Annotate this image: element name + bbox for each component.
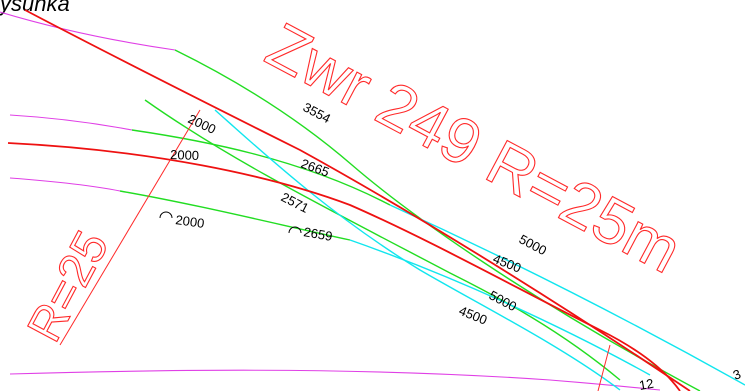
radius-left-label: R=25 (18, 223, 119, 350)
switch-title-label: Zwr 249 R=25m (255, 9, 692, 287)
dim-label: 2665 (299, 156, 331, 180)
dim-label: 12 (638, 376, 655, 391)
dim-label: 2659 (302, 224, 333, 244)
dim-label: 2000 (170, 147, 199, 163)
dim-label: 2000 (186, 111, 219, 137)
rail-magenta-upper (10, 115, 132, 130)
rail-green-diagonal (145, 100, 620, 380)
dim-label: 2000 (175, 212, 206, 231)
rail-magenta-top (0, 12, 175, 50)
rail-magenta-bottom (10, 370, 660, 390)
dim-label: 3 (731, 366, 743, 383)
dim-label: 5000 (517, 231, 550, 258)
rail-green-upper (132, 130, 390, 205)
rail-magenta-lower (10, 178, 120, 191)
dim-label: 2571 (279, 189, 312, 215)
circle-symbol-1 (160, 212, 172, 218)
